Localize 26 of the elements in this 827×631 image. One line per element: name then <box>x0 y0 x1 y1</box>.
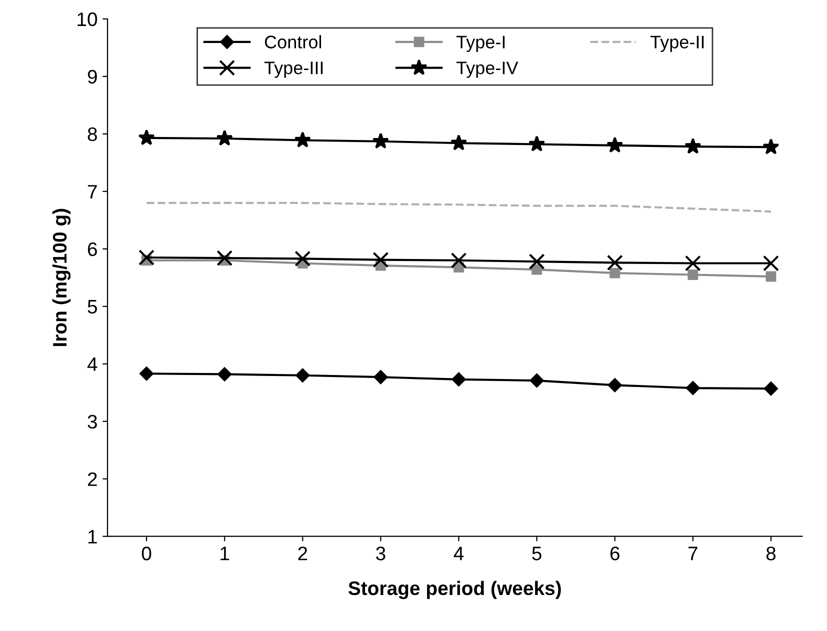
x-tick-label: 4 <box>454 546 464 560</box>
legend-label: Control <box>264 35 322 48</box>
legend-label: Type-III <box>264 62 323 78</box>
y-tick-label: 5 <box>88 300 97 314</box>
y-tick-label: 9 <box>88 70 97 84</box>
x-tick-label: 5 <box>532 546 542 560</box>
y-tick-label: 8 <box>88 127 97 142</box>
legend-label: Type-I <box>456 36 505 52</box>
y-tick-label: 3 <box>88 414 97 429</box>
x-tick-label: 3 <box>376 546 386 560</box>
x-axis-title: Storage period (weeks) <box>348 580 561 600</box>
y-tick-label: 10 <box>78 12 98 26</box>
y-axis-title: Iron (mg/100 g) <box>52 208 71 346</box>
y-tick-label: 4 <box>87 358 98 371</box>
x-tick-label: 6 <box>610 546 620 560</box>
legend-label: Type-IV <box>456 62 518 78</box>
x-tick-label: 7 <box>688 546 698 560</box>
y-tick-label: 7 <box>88 185 97 198</box>
y-tick-label: 2 <box>88 472 97 486</box>
legend-label: Type-II <box>650 36 704 52</box>
y-tick-label: 6 <box>88 242 97 256</box>
x-tick-label: 0 <box>142 546 152 560</box>
x-tick-label: 1 <box>220 546 230 560</box>
x-tick-label: 8 <box>766 546 776 560</box>
x-tick-label: 2 <box>298 546 308 560</box>
y-tick-label: 1 <box>88 530 97 544</box>
